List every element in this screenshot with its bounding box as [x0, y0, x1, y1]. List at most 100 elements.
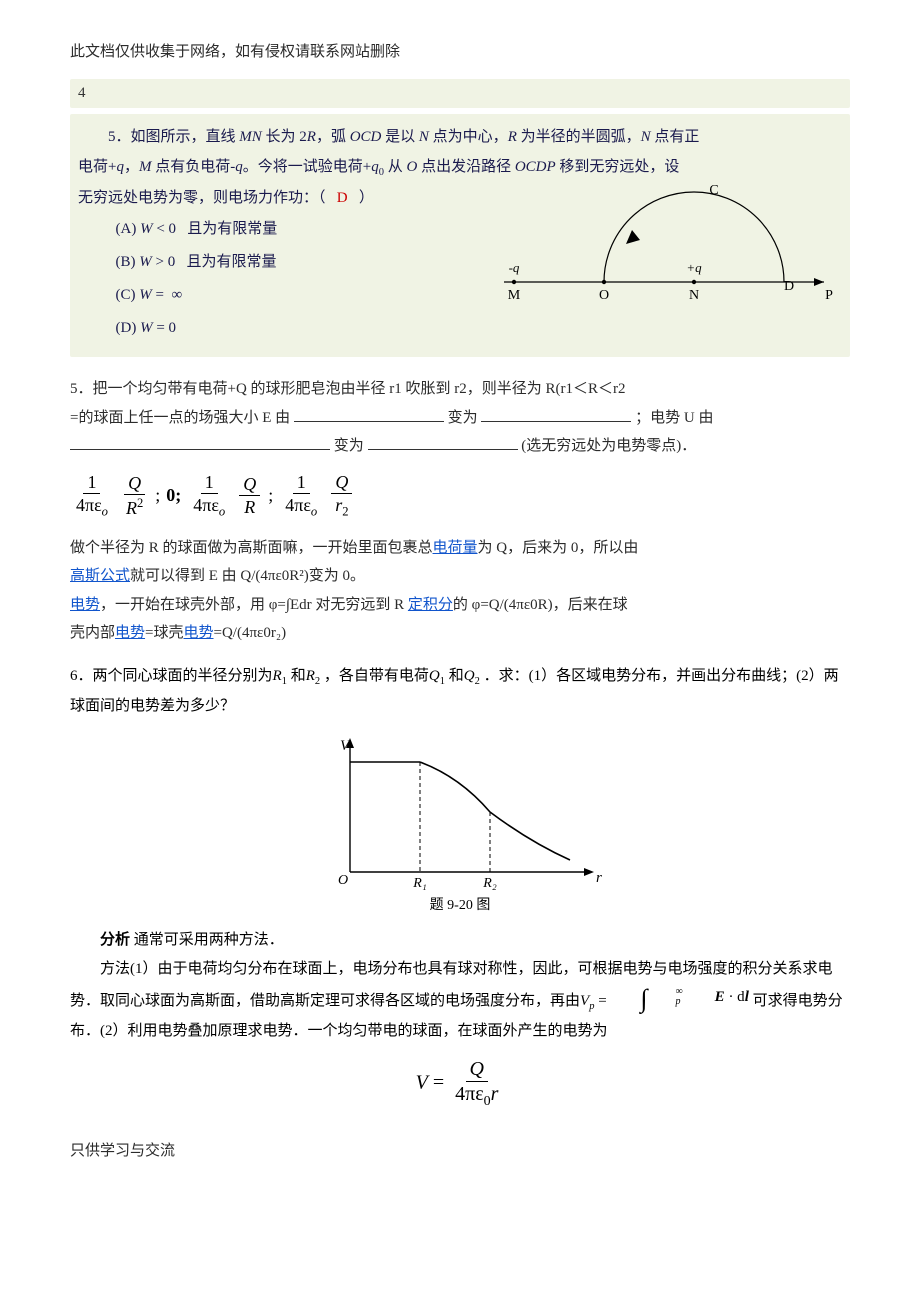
sub: o — [102, 504, 108, 518]
num: 1 — [293, 473, 310, 494]
sep2: ; — [268, 485, 273, 506]
den: 4πεo — [281, 494, 321, 518]
q5a-answer: D — [337, 190, 348, 206]
label-N: N — [689, 288, 699, 303]
frac-1-4pie0: 1 4πεo — [72, 473, 112, 518]
blank-4 — [368, 434, 518, 450]
big-formula-V: V = Q 4πε0r — [70, 1059, 850, 1109]
analysis-rest: 通常可采用两种方法． — [130, 932, 284, 948]
xlabel-r: r — [596, 870, 602, 886]
blank-2 — [481, 406, 631, 422]
num: 1 — [83, 473, 100, 494]
q5a-option-d: (D) W = 0 — [116, 312, 843, 345]
integral-symbol: ∫ — [610, 989, 647, 1010]
exp-l1a: 做个半径为 R 的球面做为高斯面嘛，一开始里面包裹总 — [70, 540, 433, 556]
lower: p — [646, 997, 683, 1007]
den: R — [240, 496, 259, 516]
q5b-l2b: 变为 — [448, 410, 478, 426]
frac-1-4pie0-b: 1 4πεo — [189, 473, 229, 518]
question-6: 6．两个同心球面的半径分别为R1 和R2 ，各自带有电荷Q1 和Q2 ．求：(1… — [70, 662, 850, 720]
v: 4πε — [76, 495, 102, 515]
exp-l4b: =球壳 — [145, 625, 183, 641]
integral-limits: ∞ p — [646, 987, 683, 1007]
explanation: 做个半径为 R 的球面做为高斯面嘛，一开始里面包裹总电荷量为 Q，后来为 0，所… — [70, 534, 850, 648]
q5a-text-3b: ） — [359, 190, 374, 206]
zero: 0; — [166, 485, 181, 506]
label-P: P — [825, 288, 833, 303]
integrand: E · dl — [685, 983, 749, 1012]
label-R1: R₁ — [412, 876, 426, 891]
frac-Q-R2: Q R2 — [122, 474, 147, 517]
blank-1 — [294, 406, 444, 422]
page: 此文档仅供收集于网络，如有侵权请联系网站删除 4 5．如图所示，直线 MN 长为… — [0, 0, 920, 1190]
den: r2 — [331, 494, 352, 518]
label-O: O — [599, 288, 609, 303]
q5b-l2a: =的球面上任一点的场强大小 E 由 — [70, 410, 290, 426]
q5b-formula: 1 4πεo Q R2 ; 0; 1 4πεo Q R ; 1 4πεo Q r… — [70, 473, 850, 518]
doc-footer: 只供学习与交流 — [70, 1139, 850, 1160]
q5b-l2c: ；电势 U 由 — [635, 410, 713, 426]
integral: ∫ ∞ p E · dl — [610, 983, 748, 1012]
label-R2: R₂ — [482, 876, 497, 891]
q5b-l1: 5．把一个均匀带有电荷+Q 的球形肥皂泡由半径 r1 吹胀到 r2，则半径为 R… — [70, 381, 626, 397]
num: Q — [331, 473, 352, 494]
label-D: D — [784, 279, 794, 294]
exp-l2a: 就可以得到 E 由 Q/(4πε0R²)变为 0。 — [130, 568, 365, 584]
link-charge[interactable]: 电荷量 — [433, 540, 478, 556]
q5a-diagram: M O N D P -q +q C — [484, 182, 844, 312]
analysis-block: 分析 通常可采用两种方法． 方法(1）由于电荷均匀分布在球面上，电场分布也具有球… — [70, 926, 850, 1045]
den: 4πε0r — [451, 1082, 502, 1109]
question-5b: 5．把一个均匀带有电荷+Q 的球形肥皂泡由半径 r1 吹胀到 r2，则半径为 R… — [70, 375, 850, 461]
frac-Q-R: Q R — [239, 475, 260, 516]
exp-l3a: ，一开始在球壳外部，用 φ=∫Edr 对无穷远到 R — [100, 597, 408, 613]
analysis-line1: 分析 通常可采用两种方法． — [70, 926, 850, 955]
V: V — [416, 1072, 428, 1094]
eq: = — [594, 993, 610, 1009]
v: 4πε — [193, 495, 219, 515]
v: R — [126, 498, 137, 518]
label-C: C — [709, 183, 718, 198]
d1: 4πε — [455, 1083, 484, 1105]
graph-caption: 题 9-20 图 — [70, 894, 850, 914]
doc-header: 此文档仅供收集于网络，如有侵权请联系网站删除 — [70, 40, 850, 61]
sep: ; — [155, 485, 160, 506]
q5a-text-3a: 无穷远处电势为零，则电场力作功：（ — [78, 190, 326, 206]
frac-1-4pie0-c: 1 4πεo — [281, 473, 321, 518]
link-potential-2[interactable]: 电势 — [115, 625, 145, 641]
sup: 2 — [137, 496, 143, 510]
Vp-V: V — [580, 993, 589, 1009]
frac-Q-4pie0r: Q 4πε0r — [451, 1059, 502, 1109]
blank-3 — [70, 434, 330, 450]
question-5a-box: 5．如图所示，直线 MN 长为 2R，弧 OCD 是以 N 点为中心，R 为半径… — [70, 114, 850, 357]
q5a-text-1: 5．如图所示，直线 MN 长为 2R，弧 OCD 是以 N 点为中心，R 为半径… — [108, 129, 699, 145]
exp-l4c: =Q/(4πε0r₂) — [214, 625, 287, 641]
q5b-l3a: 变为 — [334, 438, 364, 454]
graph-9-20: V r O R₁ R₂ — [310, 732, 610, 892]
sub: 2 — [342, 504, 348, 518]
link-potential-3[interactable]: 电势 — [184, 625, 214, 641]
num: 1 — [201, 473, 218, 494]
sub: o — [311, 504, 317, 518]
q5a-line1: 5．如图所示，直线 MN 长为 2R，弧 OCD 是以 N 点为中心，R 为半径… — [78, 122, 842, 152]
num: Q — [466, 1059, 488, 1082]
label-M: M — [508, 288, 521, 303]
exp-l1b: 为 Q，后来为 0，所以由 — [478, 540, 639, 556]
analysis-p1: 方法(1）由于电荷均匀分布在球面上，电场分布也具有球对称性，因此，可根据电势与电… — [70, 955, 850, 1046]
den: R2 — [122, 495, 147, 517]
q5a-line2: 电荷+q，M 点有负电荷-q。今将一试验电荷+q0 从 O 点出发沿路径 OCD… — [78, 152, 842, 183]
exp-l4a: 壳内部 — [70, 625, 115, 641]
sub: o — [219, 504, 225, 518]
arc-diagram-svg: M O N D P -q +q C — [484, 182, 844, 312]
d2: r — [491, 1083, 499, 1105]
link-gauss[interactable]: 高斯公式 — [70, 568, 130, 584]
den: 4πεo — [72, 494, 112, 518]
label-minus-q: -q — [509, 260, 520, 275]
analysis-label: 分析 — [100, 932, 130, 948]
num: Q — [124, 474, 145, 495]
v: 4πε — [285, 495, 311, 515]
page-number: 4 — [70, 79, 850, 108]
link-potential-1[interactable]: 电势 — [70, 597, 100, 613]
num: Q — [239, 475, 260, 496]
link-definite-integral[interactable]: 定积分 — [408, 597, 453, 613]
exp-l3b: 的 φ=Q/(4πε0R)，后来在球 — [453, 597, 628, 613]
